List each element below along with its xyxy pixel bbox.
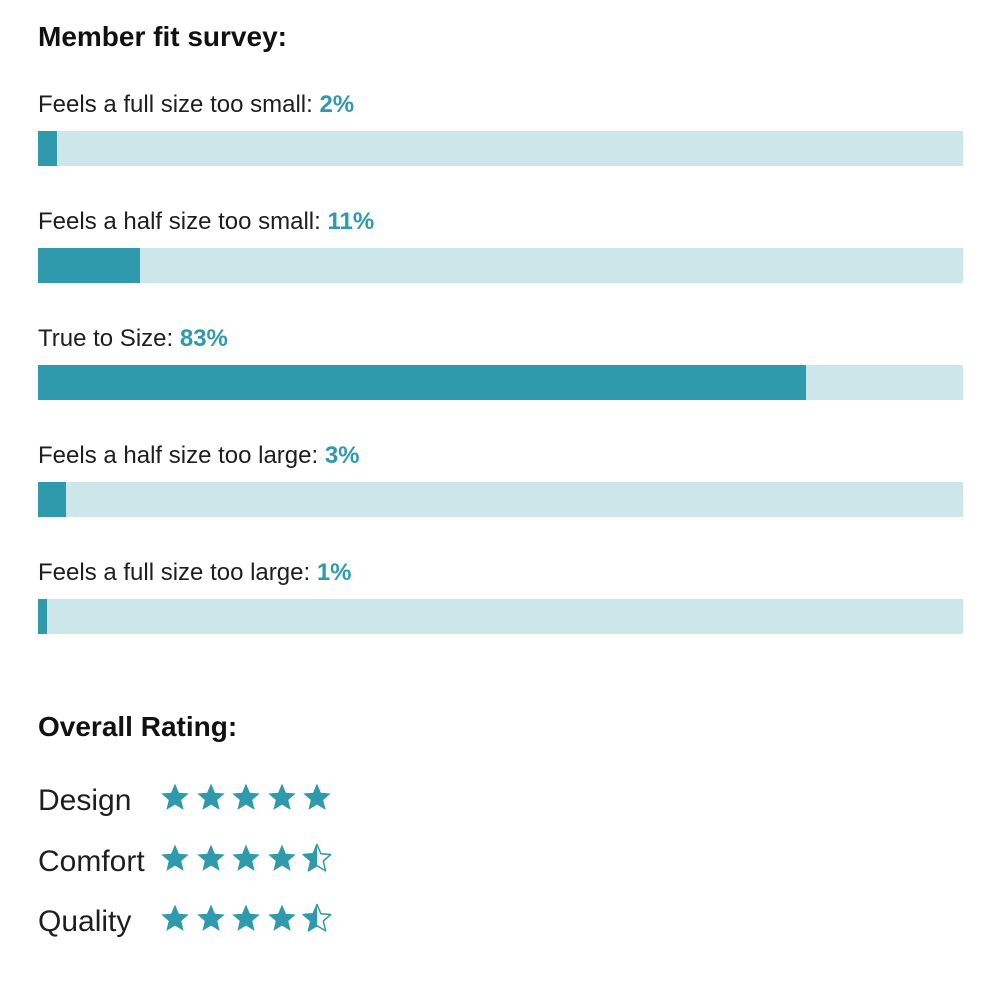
star-rating bbox=[160, 903, 338, 933]
fit-survey-item: Feels a full size too large: 1% bbox=[38, 561, 963, 634]
star-rating bbox=[160, 843, 338, 873]
fit-progress-fill bbox=[38, 599, 48, 634]
fit-progress-track bbox=[38, 248, 963, 283]
fit-survey-title: Member fit survey: bbox=[38, 21, 287, 52]
rating-label: Comfort bbox=[38, 845, 145, 878]
fit-progress-track bbox=[38, 482, 963, 517]
fit-option-percent: 1% bbox=[316, 559, 352, 586]
fit-option-percent: 3% bbox=[324, 442, 360, 469]
fit-survey-item: Feels a half size too small: 11% bbox=[38, 210, 963, 283]
star-icon bbox=[303, 783, 331, 810]
fit-option-percent: 83% bbox=[179, 325, 228, 352]
star-icon bbox=[161, 904, 189, 931]
star-icon bbox=[196, 783, 225, 810]
fit-survey-item: True to Size: 83% bbox=[38, 327, 963, 400]
star-icon bbox=[232, 844, 260, 871]
fit-option-label: Feels a half size too small: bbox=[38, 208, 321, 235]
star-icon bbox=[161, 783, 189, 810]
fit-survey-row-label: Feels a half size too large: 3% bbox=[38, 444, 963, 474]
star-rating bbox=[160, 782, 338, 812]
overall-rating-title: Overall Rating: bbox=[38, 711, 238, 742]
fit-option-label: Feels a full size too small: bbox=[38, 91, 313, 118]
fit-option-percent: 11% bbox=[327, 208, 375, 235]
star-icon bbox=[196, 904, 225, 931]
fit-progress-fill bbox=[38, 131, 57, 166]
star-icon bbox=[196, 844, 225, 871]
rating-row-design: Design bbox=[38, 782, 438, 822]
star-icon bbox=[302, 843, 332, 872]
fit-option-label: True to Size: bbox=[38, 325, 174, 352]
fit-progress-fill bbox=[38, 365, 806, 400]
rating-label: Quality bbox=[38, 905, 132, 938]
fit-survey-row-label: True to Size: 83% bbox=[38, 327, 963, 357]
rating-label: Design bbox=[38, 784, 132, 817]
fit-option-label: Feels a half size too large: bbox=[38, 442, 319, 469]
star-icon bbox=[232, 783, 260, 810]
fit-progress-track bbox=[38, 131, 963, 166]
fit-option-label: Feels a full size too large: bbox=[38, 559, 311, 586]
star-icon bbox=[267, 783, 296, 810]
fit-progress-fill bbox=[38, 482, 66, 517]
rating-row-comfort: Comfort bbox=[38, 843, 438, 883]
fit-progress-fill bbox=[38, 248, 140, 283]
star-icon bbox=[267, 904, 296, 931]
fit-survey-row-label: Feels a full size too small: 2% bbox=[38, 93, 963, 123]
fit-progress-track bbox=[38, 365, 963, 400]
star-icon bbox=[302, 903, 332, 932]
rating-row-quality: Quality bbox=[38, 903, 438, 943]
fit-option-percent: 2% bbox=[319, 91, 355, 118]
fit-survey-row-label: Feels a full size too large: 1% bbox=[38, 561, 963, 591]
fit-survey-item: Feels a full size too small: 2% bbox=[38, 93, 963, 166]
star-icon bbox=[232, 904, 260, 931]
fit-progress-track bbox=[38, 599, 963, 634]
fit-survey-row-label: Feels a half size too small: 11% bbox=[38, 210, 963, 240]
fit-survey-item: Feels a half size too large: 3% bbox=[38, 444, 963, 517]
star-icon bbox=[267, 844, 296, 871]
star-icon bbox=[161, 844, 189, 871]
